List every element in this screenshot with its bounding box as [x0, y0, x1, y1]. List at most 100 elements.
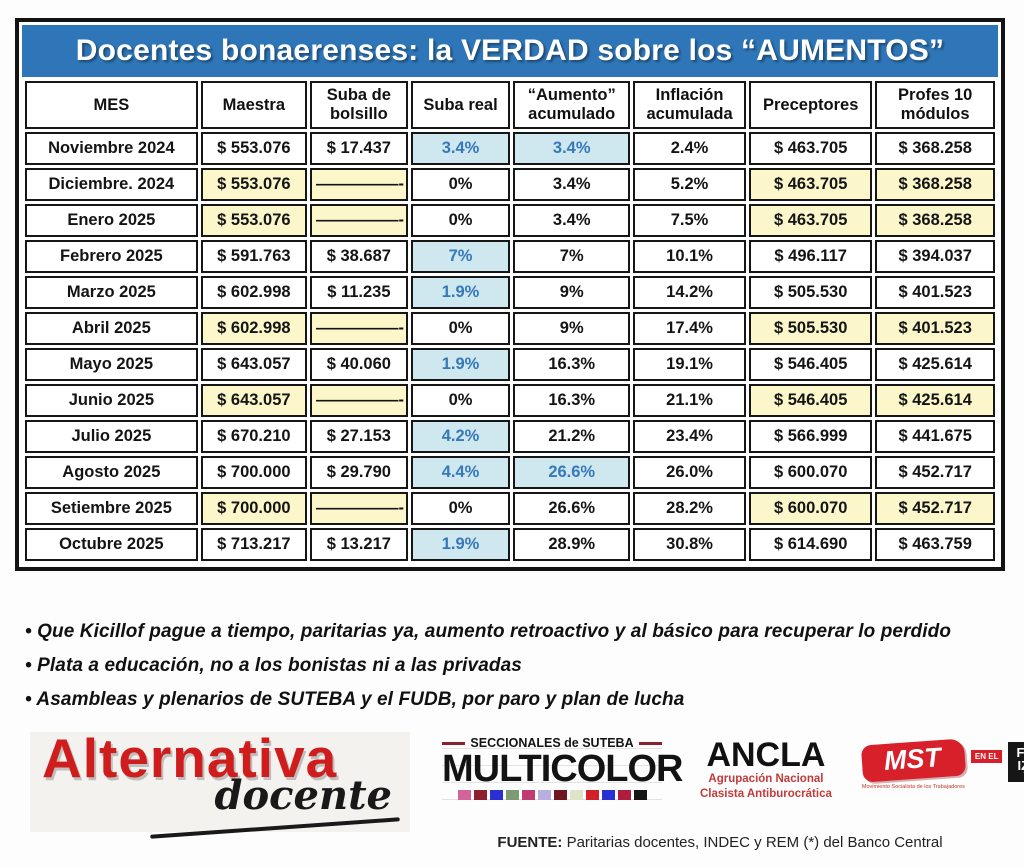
cell-aumento: 26.6% — [513, 456, 631, 489]
cell-preceptores: $ 566.999 — [749, 420, 873, 453]
frente-line-1: FRENTE DE — [1016, 745, 1024, 760]
ancla-wordmark: ANCLA — [706, 736, 826, 774]
cell-aumento: 7% — [513, 240, 631, 273]
cell-preceptores: $ 463.705 — [749, 132, 873, 165]
cell-maestra: $ 643.057 — [200, 348, 307, 381]
frente-line-3: Y DE TRABAJADORES — [1016, 772, 1024, 779]
cell-maestra: $ 643.057 — [200, 384, 307, 417]
ancla-logo: ANCLA Agrupación Nacional Clasista Antib… — [700, 732, 832, 801]
cell-suba-real: 0% — [410, 384, 511, 417]
cell-profes: $ 368.258 — [875, 204, 995, 237]
multicolor-wordmark: MULTICOLOR — [442, 748, 683, 790]
cell-aumento: 16.3% — [513, 384, 631, 417]
cell-profes: $ 368.258 — [875, 132, 995, 165]
table-row: Noviembre 2024 $ 553.076 $ 17.437 3.4% 3… — [25, 132, 995, 165]
mst-caption: Movimiento Socialista de los Trabajadore… — [861, 784, 965, 790]
cell-inflacion: 28.2% — [633, 492, 746, 525]
unidad-label: UNIDAD — [1008, 784, 1024, 796]
cell-aumento: 16.3% — [513, 348, 631, 381]
cell-inflacion: 5.2% — [633, 168, 746, 201]
cell-mes: Agosto 2025 — [25, 456, 198, 489]
cell-bolsillo: —————- — [309, 384, 408, 417]
cell-maestra: $ 602.998 — [200, 312, 307, 345]
cell-preceptores: $ 600.070 — [749, 492, 873, 525]
cell-preceptores: $ 505.530 — [749, 276, 873, 309]
cell-suba-real: 4.4% — [410, 456, 511, 489]
cell-bolsillo: —————- — [309, 168, 408, 201]
cell-suba-real: 1.9% — [410, 528, 511, 561]
cell-suba-real: 0% — [410, 168, 511, 201]
cell-bolsillo: —————- — [309, 492, 408, 525]
dash-left-icon — [442, 741, 466, 745]
cell-mes: Diciembre. 2024 — [25, 168, 198, 201]
stripe-segment — [553, 790, 567, 800]
cell-bolsillo: $ 38.687 — [309, 240, 408, 273]
cell-maestra: $ 591.763 — [200, 240, 307, 273]
cell-maestra: $ 713.217 — [200, 528, 307, 561]
en-el-label: EN EL — [970, 750, 1003, 763]
stripe-segment — [505, 790, 519, 800]
cell-maestra: $ 700.000 — [200, 456, 307, 489]
cell-mes: Febrero 2025 — [25, 240, 198, 273]
demands-list: • Que Kicillof pague a tiempo, paritaria… — [25, 622, 1010, 724]
cell-mes: Junio 2025 — [25, 384, 198, 417]
cell-inflacion: 30.8% — [633, 528, 746, 561]
table-row: Julio 2025 $ 670.210 $ 27.153 4.2% 21.2%… — [25, 420, 995, 453]
cell-mes: Marzo 2025 — [25, 276, 198, 309]
cell-mes: Abril 2025 — [25, 312, 198, 345]
stripe-segment — [521, 790, 535, 800]
cell-profes: $ 452.717 — [875, 456, 995, 489]
docente-wordmark: docente — [214, 772, 392, 819]
multicolor-logo: SECCIONALES de SUTEBA MULTICOLOR — [442, 732, 683, 800]
cell-inflacion: 21.1% — [633, 384, 746, 417]
stripe-segment — [489, 790, 503, 800]
cell-bolsillo: $ 13.217 — [309, 528, 408, 561]
cell-aumento: 9% — [513, 312, 631, 345]
cell-maestra: $ 553.076 — [200, 168, 307, 201]
col-header-mes: MES — [25, 81, 198, 129]
cell-bolsillo: $ 11.235 — [309, 276, 408, 309]
stripe-segment — [617, 790, 631, 800]
cell-profes: $ 463.759 — [875, 528, 995, 561]
col-header-preceptores: Preceptores — [749, 81, 873, 129]
table-row: Enero 2025 $ 553.076 —————- 0% 3.4% 7.5%… — [25, 204, 995, 237]
cell-maestra: $ 602.998 — [200, 276, 307, 309]
multicolor-header: SECCIONALES de SUTEBA — [442, 736, 662, 750]
col-header-maestra: Maestra — [200, 81, 307, 129]
poster-title: Docentes bonaerenses: la VERDAD sobre lo… — [22, 25, 998, 77]
cell-aumento: 9% — [513, 276, 631, 309]
cell-inflacion: 17.4% — [633, 312, 746, 345]
source-note: FUENTE: Paritarias docentes, INDEC y REM… — [440, 834, 1000, 851]
cell-profes: $ 401.523 — [875, 276, 995, 309]
stripe-segment — [569, 790, 583, 800]
cell-profes: $ 441.675 — [875, 420, 995, 453]
cell-mes: Octubre 2025 — [25, 528, 198, 561]
cell-bolsillo: $ 17.437 — [309, 132, 408, 165]
cell-bolsillo: $ 27.153 — [309, 420, 408, 453]
cell-suba-real: 0% — [410, 492, 511, 525]
stripe-segment — [473, 790, 487, 800]
cell-inflacion: 10.1% — [633, 240, 746, 273]
stripe-segment — [633, 790, 647, 800]
cell-aumento: 3.4% — [513, 204, 631, 237]
cell-maestra: $ 700.000 — [200, 492, 307, 525]
table-row: Junio 2025 $ 643.057 —————- 0% 16.3% 21.… — [25, 384, 995, 417]
dash-right-icon — [638, 741, 662, 745]
ancla-subtitle-1: Agrupación Nacional — [708, 772, 824, 785]
cell-maestra: $ 553.076 — [200, 204, 307, 237]
col-header-profes: Profes 10 módulos — [875, 81, 995, 129]
seccionales-label: SECCIONALES de SUTEBA — [470, 736, 634, 750]
cell-preceptores: $ 463.705 — [749, 168, 873, 201]
cell-bolsillo: $ 29.790 — [309, 456, 408, 489]
frente-izquierda-block: FRENTE DE IZQUIERDA Y DE TRABAJADORES UN… — [1008, 742, 1024, 796]
col-header-suba-bolsillo: Suba de bolsillo — [309, 81, 408, 129]
demand-item: • Plata a educación, no a los bonistas n… — [25, 655, 522, 676]
cell-profes: $ 401.523 — [875, 312, 995, 345]
source-label: FUENTE: — [497, 834, 563, 851]
salary-table: MES Maestra Suba de bolsillo Suba real “… — [22, 78, 998, 564]
col-header-aumento-acumulado: “Aumento” acumulado — [513, 81, 631, 129]
table-row: Mayo 2025 $ 643.057 $ 40.060 1.9% 16.3% … — [25, 348, 995, 381]
cell-profes: $ 394.037 — [875, 240, 995, 273]
cell-suba-real: 3.4% — [410, 132, 511, 165]
cell-preceptores: $ 505.530 — [749, 312, 873, 345]
